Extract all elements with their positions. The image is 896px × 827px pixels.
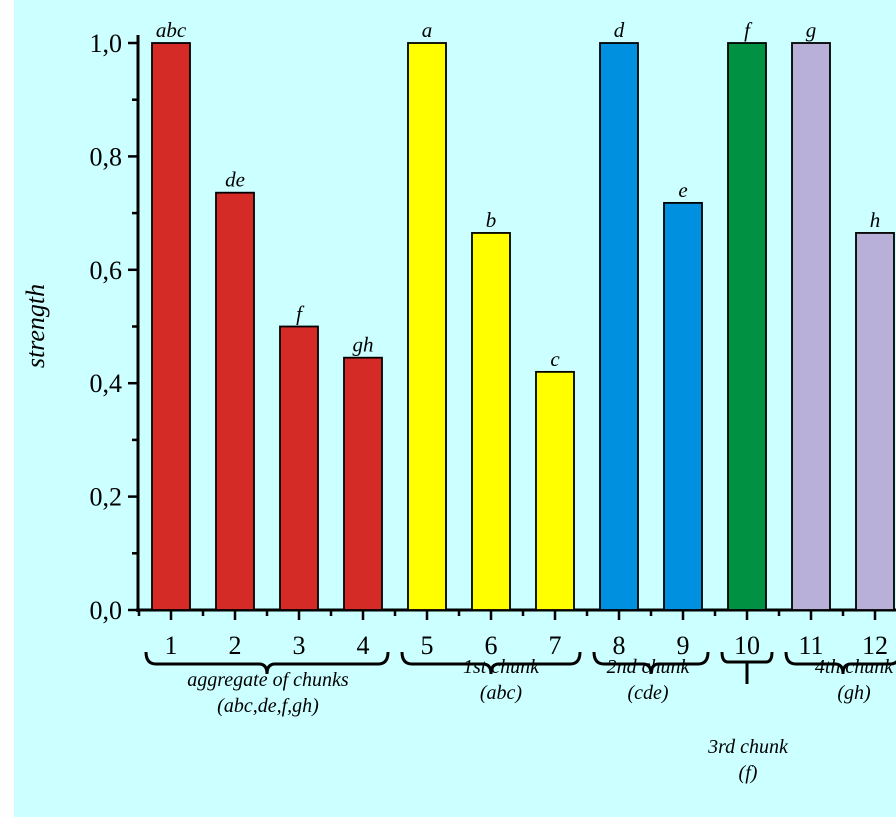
y-tick-label: 0,8 (90, 142, 123, 171)
group-label-4: 3rd chunk (707, 736, 789, 758)
y-axis-title: strength (21, 284, 50, 368)
y-tick-label: 0,2 (90, 483, 123, 512)
bar-11 (791, 42, 831, 611)
bar-2 (215, 191, 255, 611)
x-tick-label-3: 3 (293, 631, 306, 660)
x-tick-label-11: 11 (798, 631, 823, 660)
bar-3 (279, 325, 319, 611)
bar-label-10: f (744, 18, 753, 42)
group-label-1: aggregate of chunks (187, 669, 349, 691)
bar-label-11: g (806, 18, 817, 42)
bar-9 (663, 201, 703, 611)
bar-7 (535, 370, 575, 611)
bar-label-2: de (225, 168, 245, 192)
bar-label-6: b (486, 208, 497, 232)
group-sublabel-2: (abc) (480, 682, 523, 704)
y-tick-label: 1,0 (90, 29, 123, 58)
bar-5 (407, 42, 447, 611)
x-tick-label-1: 1 (165, 631, 178, 660)
bar-4 (343, 356, 383, 611)
axes: 0,00,20,40,60,81,01 2 3 4 5 6 7 8 9 10 11 12strengt… (21, 29, 896, 660)
bar-label-1: abc (156, 18, 187, 42)
y-tick-label: 0,0 (90, 596, 123, 625)
y-tick-label: 0,4 (90, 369, 123, 398)
bar-label-7: c (550, 347, 560, 371)
y-tick-label: 0,6 (90, 256, 123, 285)
group-label-3: 2nd chunk (607, 656, 691, 678)
x-tick-label-8: 8 (613, 631, 626, 660)
x-tick-label-4: 4 (357, 631, 370, 660)
bar-1 (151, 42, 191, 611)
group-sublabel-5: (gh) (837, 682, 871, 704)
bar-label-12: h (870, 208, 881, 232)
group-brace-3 (592, 651, 710, 675)
x-tick-label-12: 12 (862, 631, 888, 660)
group-brace-2 (400, 651, 582, 675)
group-sublabel-1: (abc,de,f,gh) (217, 695, 319, 717)
group-label-5: 4th chunk (815, 656, 894, 678)
bar-12 (855, 232, 895, 611)
bars (151, 42, 895, 611)
bar-label-9: e (678, 178, 687, 202)
x-tick-label-9: 9 (677, 631, 690, 660)
x-tick-label-7: 7 (549, 631, 562, 660)
x-tick-label-5: 5 (421, 631, 434, 660)
group-sublabel-3: (cde) (627, 682, 668, 704)
bar-6 (471, 232, 511, 611)
bar-label-5: a (422, 18, 433, 42)
x-tick-label-10: 10 (734, 631, 760, 660)
bar-8 (599, 42, 639, 611)
group-brace-4 (720, 651, 774, 684)
group-sublabel-4: (f) (739, 762, 758, 784)
bar-label-4: gh (353, 333, 374, 357)
groups: aggregate of chunks (abc,de,f,gh) 1st chun… (144, 651, 896, 784)
bar-label-3: f (296, 302, 305, 326)
group-brace-1 (144, 651, 390, 675)
group-label-2: 1st chunk (463, 656, 540, 678)
bar-10 (727, 42, 767, 611)
bar-label-8: d (614, 18, 625, 42)
group-brace-5 (784, 651, 896, 675)
x-tick-label-2: 2 (229, 631, 242, 660)
x-tick-label-6: 6 (485, 631, 498, 660)
